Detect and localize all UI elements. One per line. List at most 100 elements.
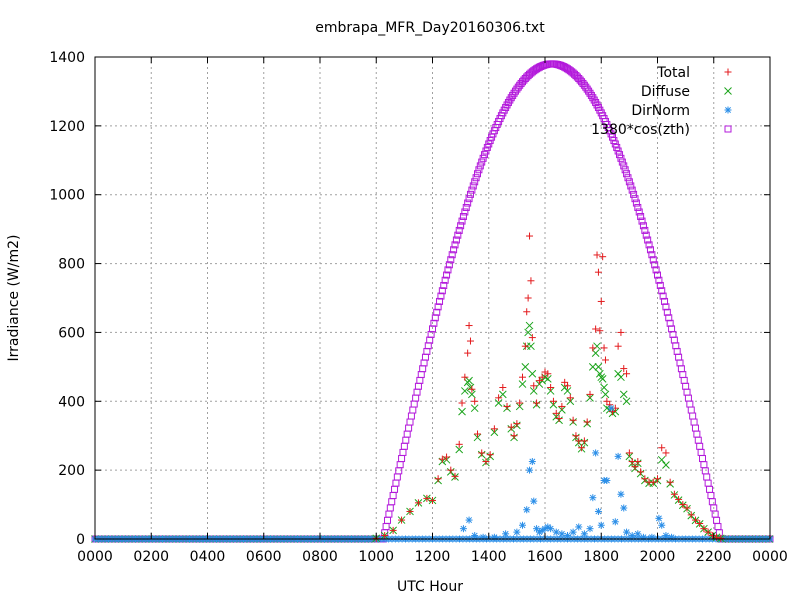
dirnorm-point [614,452,622,460]
total-point [526,232,534,240]
cos-zth-point [423,347,431,355]
cos-zth-point [699,455,706,463]
dirnorm-point [558,530,566,538]
total-point [528,334,536,342]
total-point [513,420,521,428]
cos-zth-point [382,523,390,531]
cos-zth-point [388,498,396,506]
total-point [523,308,531,316]
y-axis: 0 200 400 600 800 1000 1200 1400 [49,50,770,548]
cos-zth-point [711,510,719,518]
cos-zth-point [623,170,631,178]
total-point [499,384,507,392]
cos-zth-point [694,436,702,444]
cos-zth-point [670,336,678,344]
total-point [614,342,622,350]
total-point [406,507,414,515]
total-point [552,409,560,417]
cos-zth-point [468,186,476,194]
cos-zth-point [621,166,629,174]
total-point [558,402,566,410]
legend-label: DirNorm [631,103,690,119]
cos-zth-point [414,382,422,390]
diffuse-point [529,387,538,395]
cos-zth-point [472,174,480,182]
total-point [461,373,469,381]
x-tick-label: 0000 [752,549,788,565]
cos-zth-point [673,347,681,355]
total-point [381,532,389,540]
cos-zth-point [679,371,687,379]
dirnorm-point [569,528,577,536]
cos-zth-point [458,217,466,225]
cos-zth-point [481,151,489,159]
diffuse-point [601,390,610,399]
cos-zth-point [464,199,472,207]
cos-zth-point [420,359,428,367]
dirnorm-point [523,506,531,514]
cos-zth-point [714,523,722,531]
cos-zth-point [634,203,642,211]
cos-zth-point [424,342,432,350]
x-tick-label: 1800 [583,549,619,565]
cos-zth-point [632,199,640,207]
total-point [414,499,422,507]
cos-zth-point [707,492,715,500]
cos-zth-point [689,412,697,420]
total-point [434,475,442,483]
cos-zth-point [663,308,671,316]
cos-zth-point [426,336,434,344]
total-point [389,526,397,534]
dirnorm-point [655,514,663,522]
total-point [592,325,600,333]
dirnorm-point [519,521,526,529]
legend-label: Diffuse [641,84,690,100]
cos-zth-point [672,342,680,350]
dirnorm-point [580,530,588,538]
cos-zth-point [682,382,690,390]
total-point [566,394,574,402]
total-point [519,373,526,381]
dirnorm-point [662,532,670,540]
cos-zth-point [433,308,441,316]
x-tick-label: 0200 [133,549,169,565]
total-point [471,397,479,405]
diffuse-point [524,328,532,337]
x-tick-label: 0600 [246,549,282,565]
y-axis-label: Irradiance (W/m2) [6,235,22,362]
diffuse-point [600,383,608,392]
cos-zth-point [454,231,462,239]
total-point [443,453,451,461]
total-point [696,520,704,528]
diffuse-point [525,321,534,330]
cos-zth-point [680,376,688,384]
total-point [666,478,674,486]
total-point [490,425,498,433]
dirnorm-point [648,533,656,541]
cos-zth-point [648,251,656,259]
cos-zth-point [656,281,664,289]
x-axis: 0000 0200 0400 0600 0800 1000 1200 1400 1600 1800… [77,57,788,565]
chart-title: embrapa_MFR_Day20160306.txt [315,20,545,36]
cos-zth-point [447,256,455,264]
cos-zth-point [654,271,661,279]
cos-zth-point [630,190,638,198]
y-tick-label: 0 [76,532,85,548]
dirnorm-point [586,525,594,533]
cos-zth-point [413,388,421,396]
total-point [675,495,683,503]
diffuse-point [563,387,572,395]
total-point [486,451,494,459]
cos-zth-point [444,266,452,274]
cos-zth-point [441,276,449,284]
total-point [521,342,529,350]
total-point [683,504,691,512]
cos-zth-point [452,236,460,244]
cos-zth-point [684,394,692,402]
cos-zth-point [407,412,415,420]
total-point [527,277,535,285]
cos-zth-point [402,436,410,444]
total-point [482,458,490,466]
legend-marker [724,68,732,76]
dirnorm-point [611,518,619,526]
